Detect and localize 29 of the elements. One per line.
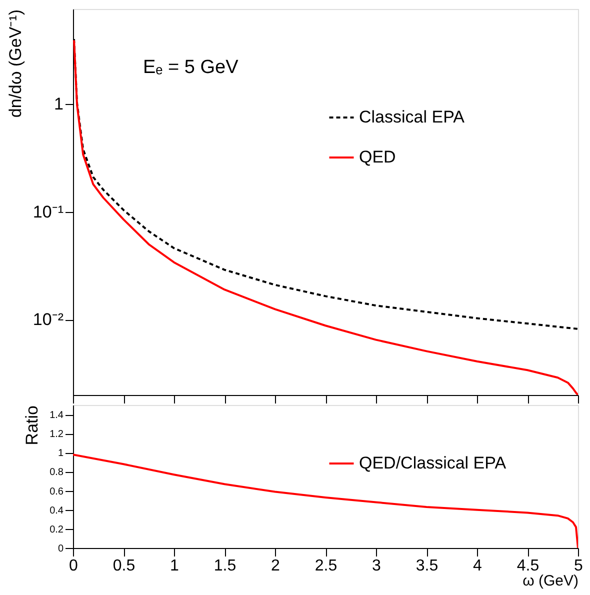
x-tick-label: 4.5	[516, 558, 540, 574]
y-axis-title: Ratio	[22, 406, 42, 446]
y-tick-label: 0.4	[50, 505, 64, 516]
x-tick-label: 2	[271, 558, 280, 574]
y-tick-label: 0.8	[50, 467, 64, 478]
y-tick-label: 10⁻²	[32, 310, 64, 330]
y-tick-label: 10⁻¹	[32, 202, 64, 222]
x-tick-label: 0	[69, 558, 78, 574]
y-tick-label: 1.4	[50, 410, 64, 422]
x-tick-label: 2.5	[314, 558, 338, 574]
y-tick-label: 1.2	[50, 429, 64, 440]
annotation: Eₑ = 5 GeV	[143, 57, 239, 78]
x-tick-label: 1	[170, 558, 180, 574]
y-tick-label: 0.6	[50, 486, 64, 498]
y-axis-title: dn/dω (GeV⁻¹)	[6, 10, 25, 118]
legend-label: QED	[359, 148, 396, 166]
x-tick-label: 4	[473, 558, 482, 574]
x-tick-label: 1.5	[214, 558, 236, 574]
x-tick-label: 3.5	[416, 558, 438, 574]
x-tick-label: 5	[574, 558, 584, 574]
y-tick-label: 0	[58, 544, 64, 554]
legend-label: Classical EPA	[359, 108, 466, 126]
y-tick-label: 1	[54, 94, 64, 114]
y-tick-label: 1	[58, 448, 64, 460]
x-axis-title: ω (GeV)	[522, 572, 578, 590]
legend-label: QED/Classical EPA	[359, 454, 507, 472]
y-tick-label: 0.2	[50, 524, 64, 536]
x-tick-label: 0.5	[112, 558, 136, 574]
x-tick-label: 3	[372, 558, 382, 574]
